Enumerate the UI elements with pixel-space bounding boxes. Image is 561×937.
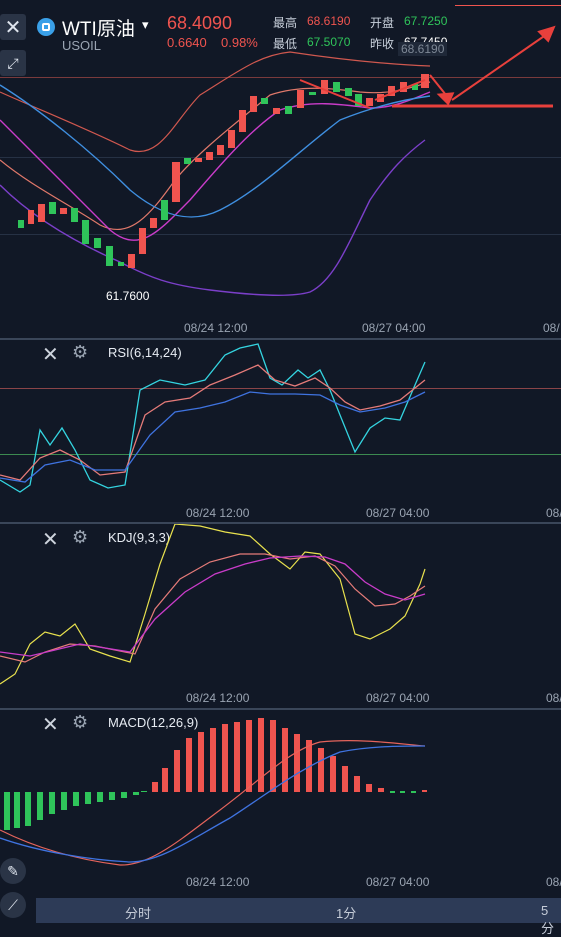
symbol-title[interactable]: WTI原油 [62,19,135,40]
symbol-logo-inner [42,23,50,31]
macd-title: MACD(12,26,9) [108,715,199,730]
high-value: 68.6190 [307,14,351,28]
macd-dif-line [0,740,426,866]
rsi-upper-line [0,388,561,389]
drawn-arrows [299,25,556,109]
main-chart[interactable] [0,0,561,330]
open-label: 开盘 [370,16,395,30]
kdj-x-label-2: 08/27 04:00 [366,691,430,705]
separator-rsi [0,338,561,340]
rsi-x-label-1: 08/24 12:00 [186,506,250,520]
kdj-x-label-1: 08/24 12:00 [186,691,250,705]
ma-magenta-line [0,91,431,241]
current-price: 68.4090 [167,13,233,33]
high-label: 最高 [273,16,298,30]
boll-lower-line [0,139,426,297]
symbol-logo [37,18,55,36]
rsi-gear-icon[interactable]: ⚙ [72,342,89,362]
ma-salmon-line [0,81,431,230]
separator-kdj [0,522,561,524]
macd-dea-line [0,745,426,863]
macd-chart[interactable] [0,710,561,880]
kdj-gear-icon[interactable]: ⚙ [72,527,89,547]
kdj-j-line [0,524,426,685]
low-marker: 61.7600 [106,289,150,303]
macd-x-label-3: 08/ [546,875,561,889]
ma-blue-line [0,84,431,218]
close-icon: ✕ [4,16,22,39]
price-change: 0.6640 [167,35,207,50]
kdj-k-line [0,553,426,663]
prev-close-label: 昨收 [370,37,395,51]
timeframe-tick[interactable]: 分时 [125,906,152,921]
close-button[interactable]: ✕ [0,14,26,40]
header-top-line [455,5,561,6]
open-value: 67.7250 [404,14,448,28]
main-x-label-1: 08/24 12:00 [184,321,248,335]
main-grid-2 [0,234,561,235]
kdj-x-label-3: 08/ [546,691,561,705]
low-label: 最低 [273,37,298,51]
dropdown-icon[interactable]: ▾ [142,17,149,32]
rsi-title: RSI(6,14,24) [108,345,182,360]
separator-macd [0,708,561,710]
kdj-chart[interactable] [0,524,561,704]
symbol-code: USOIL [62,38,102,53]
timeframe-1min[interactable]: 1分 [336,906,357,921]
rsi-14-line [0,364,426,481]
rsi-6-line [0,343,426,493]
rsi-x-label-2: 08/27 04:00 [366,506,430,520]
rsi-chart[interactable] [0,340,561,520]
ma-toggle-button[interactable]: ⤢ [0,50,26,76]
low-value: 67.5070 [307,35,351,49]
rsi-x-label-3: 08/ [546,506,561,520]
macd-gear-icon[interactable]: ⚙ [72,712,89,732]
price-change-pct: 0.98% [221,35,258,50]
rsi-close-icon[interactable]: ✕ [42,344,59,366]
kdj-d-line [0,555,426,657]
macd-close-icon[interactable]: ✕ [42,714,59,736]
main-grid-1 [0,157,561,158]
candles [18,74,429,268]
macd-x-label-2: 08/27 04:00 [366,875,430,889]
kdj-close-icon[interactable]: ✕ [42,529,59,551]
line-tool-icon: ⟋ [8,896,18,913]
timeframe-5min[interactable]: 5分 [541,903,555,936]
line-tool-button[interactable]: ⟋ [0,892,26,918]
pen-icon: ✎ [7,862,19,879]
boll-upper-line [0,51,431,153]
main-x-label-3: 08/ [543,321,560,335]
timeframe-bar [36,898,561,923]
pen-tool-button[interactable]: ✎ [0,858,26,884]
kdj-title: KDJ(9,3,3) [108,530,171,545]
current-price-line [0,77,561,78]
ma-toggle-icon: ⤢ [7,54,19,71]
price-tag: 68.6190 [398,42,448,56]
rsi-24-line [0,391,426,483]
rsi-lower-line [0,454,561,455]
macd-x-label-1: 08/24 12:00 [186,875,250,889]
main-x-label-2: 08/27 04:00 [362,321,426,335]
